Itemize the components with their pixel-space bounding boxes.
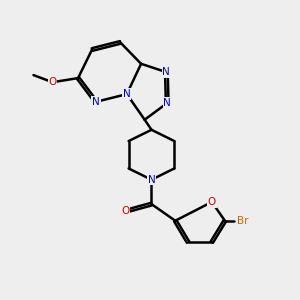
Text: N: N [123, 89, 131, 99]
Text: N: N [148, 175, 155, 185]
Text: N: N [164, 98, 171, 108]
Text: N: N [163, 67, 170, 77]
Text: N: N [92, 97, 100, 107]
Text: Br: Br [237, 216, 248, 226]
Text: O: O [208, 197, 216, 207]
Text: O: O [48, 77, 57, 87]
Text: O: O [122, 206, 130, 216]
